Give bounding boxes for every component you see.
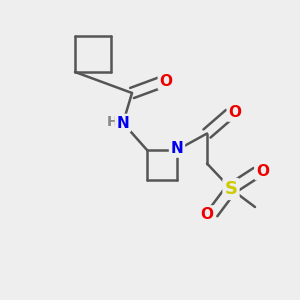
- Text: O: O: [228, 105, 242, 120]
- Text: O: O: [200, 207, 214, 222]
- Text: S: S: [224, 180, 238, 198]
- Text: H: H: [107, 115, 118, 128]
- Text: N: N: [117, 116, 129, 130]
- Text: O: O: [159, 74, 172, 88]
- Text: O: O: [256, 164, 269, 178]
- Text: N: N: [171, 141, 183, 156]
